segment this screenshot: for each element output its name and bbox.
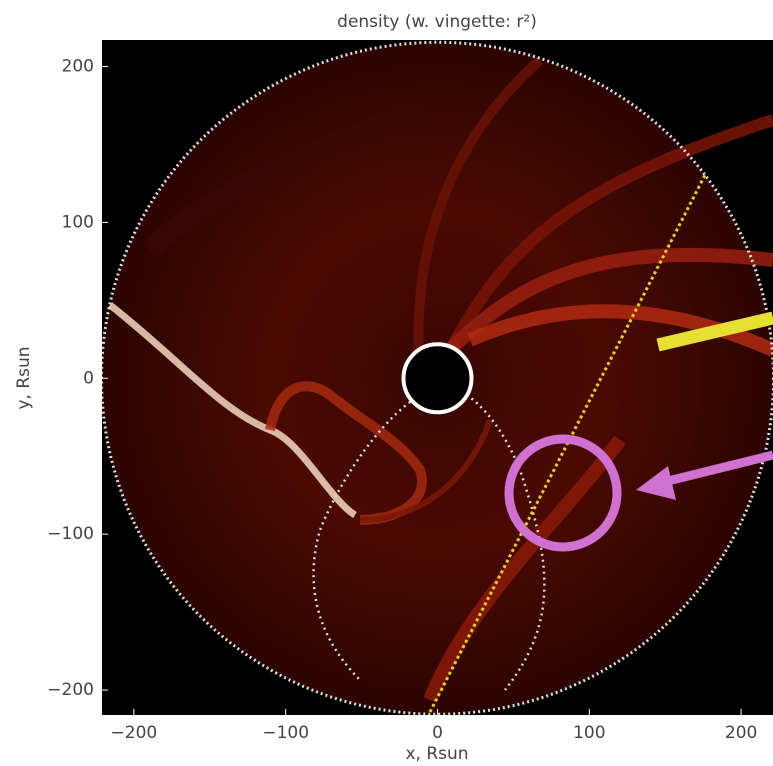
density-stream bbox=[359, 419, 493, 523]
y-tick-label: −200 bbox=[47, 680, 94, 700]
density-stream bbox=[413, 56, 544, 371]
plot-area bbox=[102, 40, 773, 715]
y-axis-label: y, Rsun bbox=[14, 346, 34, 409]
yellow-marker bbox=[656, 311, 773, 352]
x-tick-label: −200 bbox=[111, 723, 158, 743]
y-tick-label: −100 bbox=[47, 524, 94, 544]
highlight-circle bbox=[504, 434, 622, 552]
x-tick-label: 100 bbox=[573, 723, 605, 743]
y-tick-label: 200 bbox=[62, 57, 94, 77]
y-tick-label: 100 bbox=[62, 212, 94, 232]
density-stream bbox=[107, 302, 357, 518]
x-tick-label: −100 bbox=[262, 723, 309, 743]
x-tick-label: 200 bbox=[725, 723, 757, 743]
density-stream bbox=[423, 435, 626, 703]
sun-disk bbox=[401, 342, 474, 415]
density-stream bbox=[142, 100, 424, 258]
highlight-arrow bbox=[658, 450, 773, 488]
x-axis-label: x, Rsun bbox=[405, 744, 468, 764]
x-tick-label: 0 bbox=[432, 723, 443, 743]
density-stream bbox=[434, 114, 773, 373]
y-tick-label: 0 bbox=[83, 368, 94, 388]
chart-title: density (w. vingette: r²) bbox=[337, 12, 537, 32]
trajectory-dots bbox=[312, 383, 546, 691]
density-stream bbox=[445, 247, 773, 355]
highlight-arrowhead bbox=[636, 466, 676, 500]
